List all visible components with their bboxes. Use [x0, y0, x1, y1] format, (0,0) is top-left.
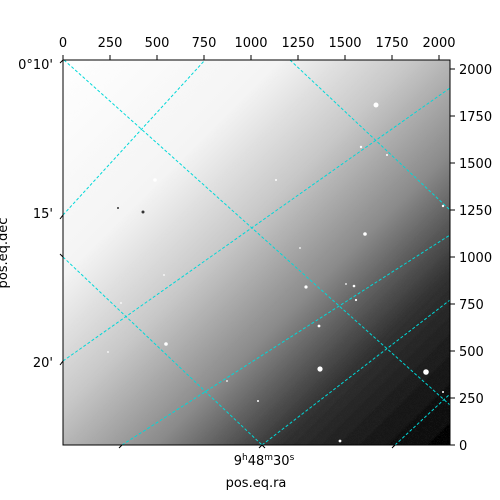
- top-tick-label: 500: [145, 36, 170, 51]
- right-tick-label: 750: [459, 298, 484, 313]
- top-tick-label: 750: [192, 36, 217, 51]
- top-tick-label: 0: [59, 36, 67, 51]
- top-tick-marks: [62, 55, 440, 60]
- top-tick-labels: 0 250 500 750 1000 1250 1500 1750 2000: [59, 36, 456, 51]
- top-tick-label: 1750: [375, 36, 408, 51]
- top-tick-label: 1250: [281, 36, 314, 51]
- coordinate-grid: [63, 60, 450, 445]
- right-tick-label: 0: [459, 439, 467, 454]
- top-tick-label: 2000: [422, 36, 455, 51]
- dark-sources: [117, 207, 145, 214]
- right-tick-marks: [450, 68, 455, 446]
- right-tick-label: 1000: [459, 251, 492, 266]
- dec-tick-marks: [59, 59, 64, 366]
- right-tick-label: 1500: [459, 157, 492, 172]
- top-tick-label: 1500: [328, 36, 361, 51]
- ra-tick-label: 9h48m30s: [234, 453, 295, 469]
- right-tick-label: 1750: [459, 110, 492, 125]
- right-tick-label: 500: [459, 345, 484, 360]
- right-tick-label: 250: [459, 392, 484, 407]
- x-axis-label: pos.eq.ra: [226, 476, 287, 491]
- plot-frame: [62, 59, 451, 446]
- dec-tick-label: 0°10': [18, 58, 53, 73]
- ra-tick-marks: [118, 444, 396, 449]
- right-tick-label: 2000: [459, 63, 492, 78]
- right-tick-label: 1250: [459, 204, 492, 219]
- right-tick-labels: 0 250 500 750 1000 1250 1500 1750 2000: [459, 63, 492, 454]
- dec-tick-label: 20': [33, 356, 53, 371]
- top-tick-label: 250: [98, 36, 123, 51]
- dec-tick-labels: 0°10' 15' 20': [18, 58, 53, 371]
- dec-tick-label: 15': [33, 207, 53, 222]
- y-axis-label: pos.eq.dec: [0, 218, 11, 289]
- top-tick-label: 1000: [234, 36, 267, 51]
- sky-image: [63, 60, 450, 445]
- stars: [107, 102, 445, 443]
